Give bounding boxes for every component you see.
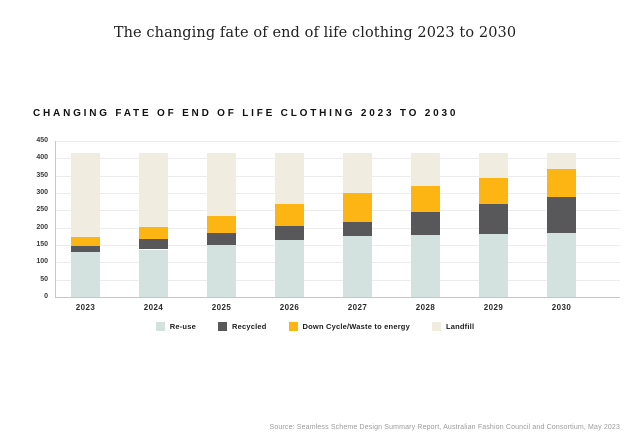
legend-label: Recycled <box>231 322 267 331</box>
bar-segment-recycled <box>343 222 372 236</box>
bar-segment-recycled <box>71 245 100 252</box>
y-axis-tick-label: 250 <box>36 206 48 214</box>
gridline <box>55 175 620 177</box>
bar-segment-landfill <box>275 153 304 205</box>
y-axis-tick-label: 400 <box>36 154 48 162</box>
bar-segment-landfill <box>139 153 168 228</box>
y-axis-tick-label: 50 <box>40 275 48 283</box>
legend-item-recycled: Recycled <box>217 322 267 331</box>
y-axis-tick-label: 350 <box>36 171 48 179</box>
gridline <box>55 279 620 281</box>
legend-swatch <box>217 322 227 331</box>
x-axis-label: 2025 <box>211 303 232 312</box>
bar-segment-recycled <box>275 225 304 241</box>
bar-segment-re-use <box>139 249 168 297</box>
chart-legend: Re-use Recycled Down Cycle/Waste to ener… <box>0 322 630 331</box>
gridline <box>55 141 620 142</box>
y-axis-line <box>55 141 56 297</box>
legend-item-re-use: Re-use <box>155 322 196 331</box>
bar-segment-down-cycle-waste-to-energy <box>275 204 304 226</box>
legend-label: Down Cycle/Waste to energy <box>302 322 410 331</box>
bar-segment-landfill <box>71 153 100 238</box>
x-axis-label: 2027 <box>347 303 368 312</box>
gridline <box>55 193 620 194</box>
gridline <box>55 245 620 246</box>
bar-segment-recycled <box>411 211 440 235</box>
bar-segment-re-use <box>71 251 100 297</box>
bar-segment-re-use <box>343 235 372 297</box>
bar-segment-landfill <box>343 153 372 193</box>
legend-item-landfill: Landfill <box>431 322 475 331</box>
bar-segment-landfill <box>207 153 236 216</box>
legend-item-down-cycle: Down Cycle/Waste to energy <box>288 322 410 331</box>
bar-segment-down-cycle-waste-to-energy <box>411 186 440 212</box>
legend-label: Re-use <box>169 322 196 331</box>
y-axis-tick-label: 450 <box>36 137 48 144</box>
bar-segment-landfill <box>479 153 508 178</box>
y-axis-tick-label: 150 <box>36 241 48 248</box>
legend-swatch <box>431 322 441 331</box>
bar-segment-down-cycle-waste-to-energy <box>343 193 372 223</box>
x-axis-label: 2024 <box>143 303 164 312</box>
legend-swatch <box>288 322 298 331</box>
source-attribution: Source: Seamless Scheme Design Summary R… <box>269 424 620 431</box>
bar-segment-down-cycle-waste-to-energy <box>479 177 508 205</box>
bar-segment-down-cycle-waste-to-energy <box>547 169 576 198</box>
bar-segment-recycled <box>479 204 508 235</box>
gridline <box>55 158 620 160</box>
gridline <box>55 227 620 229</box>
gridline <box>55 262 620 264</box>
y-axis-tick-label: 0 <box>44 293 48 300</box>
bar-segment-down-cycle-waste-to-energy <box>71 237 100 246</box>
bar-segment-re-use <box>547 233 576 297</box>
bar-segment-recycled <box>139 238 168 250</box>
y-axis-tick-label: 100 <box>36 258 48 266</box>
bar-segment-re-use <box>275 240 304 297</box>
x-axis-label: 2030 <box>551 303 572 312</box>
y-axis-tick-label: 200 <box>36 223 48 231</box>
bar-segment-landfill <box>547 153 576 170</box>
x-axis-label: 2023 <box>75 303 96 312</box>
x-axis-label: 2029 <box>483 303 504 312</box>
bar-segment-landfill <box>411 153 440 187</box>
bar-segment-re-use <box>411 234 440 297</box>
bar-segment-down-cycle-waste-to-energy <box>139 227 168 239</box>
x-axis-label: 2026 <box>279 303 300 312</box>
bar-segment-re-use <box>479 234 508 297</box>
legend-swatch <box>155 322 165 331</box>
x-axis-baseline <box>55 297 620 298</box>
bar-segment-down-cycle-waste-to-energy <box>207 215 236 234</box>
bar-segment-recycled <box>547 197 576 234</box>
bar-segment-re-use <box>207 245 236 297</box>
y-axis-tick-label: 300 <box>36 189 48 196</box>
legend-label: Landfill <box>445 322 475 331</box>
bar-segment-recycled <box>207 233 236 245</box>
gridline <box>55 210 620 212</box>
x-axis-label: 2028 <box>415 303 436 312</box>
chart-title: CHANGING FATE OF END OF LIFE CLOTHING 20… <box>33 108 459 119</box>
page-title: The changing fate of end of life clothin… <box>113 25 517 41</box>
